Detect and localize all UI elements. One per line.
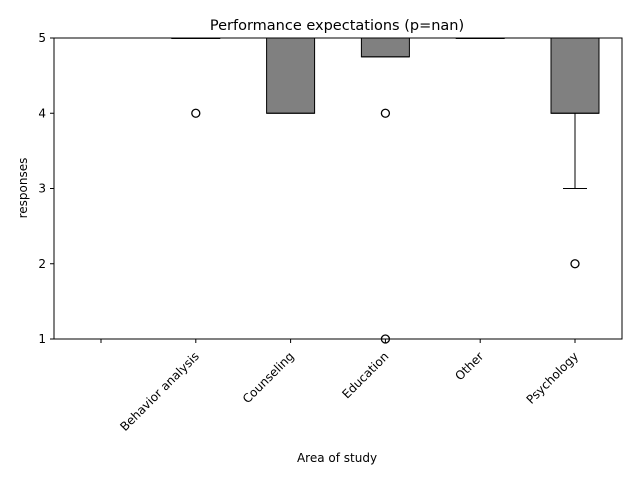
y-tick-label: 5 xyxy=(38,31,46,45)
plot-frame xyxy=(53,37,623,340)
outlier-point xyxy=(570,259,580,269)
x-tick-label: Psychology xyxy=(524,349,582,407)
outlier-point xyxy=(191,108,201,118)
box xyxy=(550,37,600,114)
plot-area: 1 2 3 4 5 Behavior analysis Counseling Educatio… xyxy=(38,31,623,434)
y-axis-label: responses xyxy=(16,158,30,219)
box xyxy=(266,37,316,114)
y-tick-label: 3 xyxy=(38,182,46,196)
box xyxy=(360,37,410,58)
outlier-point xyxy=(380,334,391,344)
chart-title: Performance expectations (p=nan) xyxy=(210,18,464,34)
x-tick-label: Education xyxy=(339,349,391,401)
y-tick-label: 2 xyxy=(38,257,46,271)
x-tick-label: Counseling xyxy=(240,349,297,406)
x-axis-label: Area of study xyxy=(297,451,377,465)
y-tick-label: 4 xyxy=(38,106,46,120)
x-tick-label: Behavior analysis xyxy=(117,349,202,434)
y-tick-label: 1 xyxy=(38,332,46,346)
outlier-point xyxy=(380,108,391,118)
x-tick-label: Other xyxy=(452,349,486,383)
